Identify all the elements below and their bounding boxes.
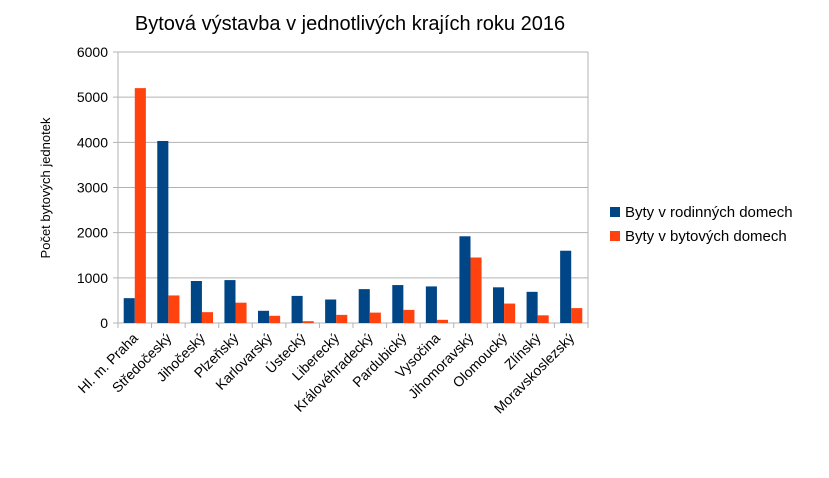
y-tick-label: 4000 — [77, 134, 108, 150]
y-tick-label: 0 — [100, 315, 108, 331]
y-tick-label: 2000 — [77, 225, 108, 241]
bar-bytove — [436, 319, 449, 323]
bar-rodinne — [358, 289, 370, 323]
bar-bytove — [269, 315, 281, 323]
bar-rodinne — [291, 295, 303, 323]
bar-bytove — [403, 309, 415, 323]
bar-rodinne — [526, 291, 538, 323]
y-tick-label: 5000 — [77, 89, 108, 105]
legend-swatch — [610, 231, 620, 241]
bar-rodinne — [325, 299, 337, 323]
y-tick-label: 3000 — [77, 180, 108, 196]
bar-rodinne — [157, 140, 169, 323]
legend-swatch — [610, 207, 620, 217]
y-tick-label: 6000 — [77, 44, 108, 60]
bar-bytove — [504, 303, 516, 323]
bar-rodinne — [257, 310, 270, 323]
legend-label: Byty v bytových domech — [625, 228, 787, 245]
bar-bytove — [470, 257, 482, 323]
bar-rodinne — [425, 286, 437, 323]
bar-rodinne — [492, 287, 505, 323]
bar-bytove — [369, 312, 381, 323]
bar-bytove — [134, 88, 146, 323]
bar-bytove — [201, 312, 214, 323]
legend-label: Byty v rodinných domech — [625, 204, 793, 221]
chart-title: Bytová výstavba v jednotlivých krajích r… — [135, 13, 565, 35]
bar-bytove — [537, 315, 549, 323]
bar-rodinne — [392, 285, 404, 323]
bar-bytove — [571, 308, 583, 323]
bar-bytove — [302, 321, 314, 323]
bar-bytove — [336, 314, 348, 323]
bar-rodinne — [190, 280, 202, 323]
y-tick-label: 1000 — [77, 270, 108, 286]
bar-rodinne — [224, 280, 236, 323]
bar-bytove — [235, 302, 247, 323]
bar-bytove — [168, 295, 180, 323]
bar-rodinne — [123, 298, 135, 323]
bar-rodinne — [459, 236, 471, 323]
bar-rodinne — [560, 250, 572, 323]
y-axis-label: Počet bytových jednotek — [38, 117, 53, 258]
